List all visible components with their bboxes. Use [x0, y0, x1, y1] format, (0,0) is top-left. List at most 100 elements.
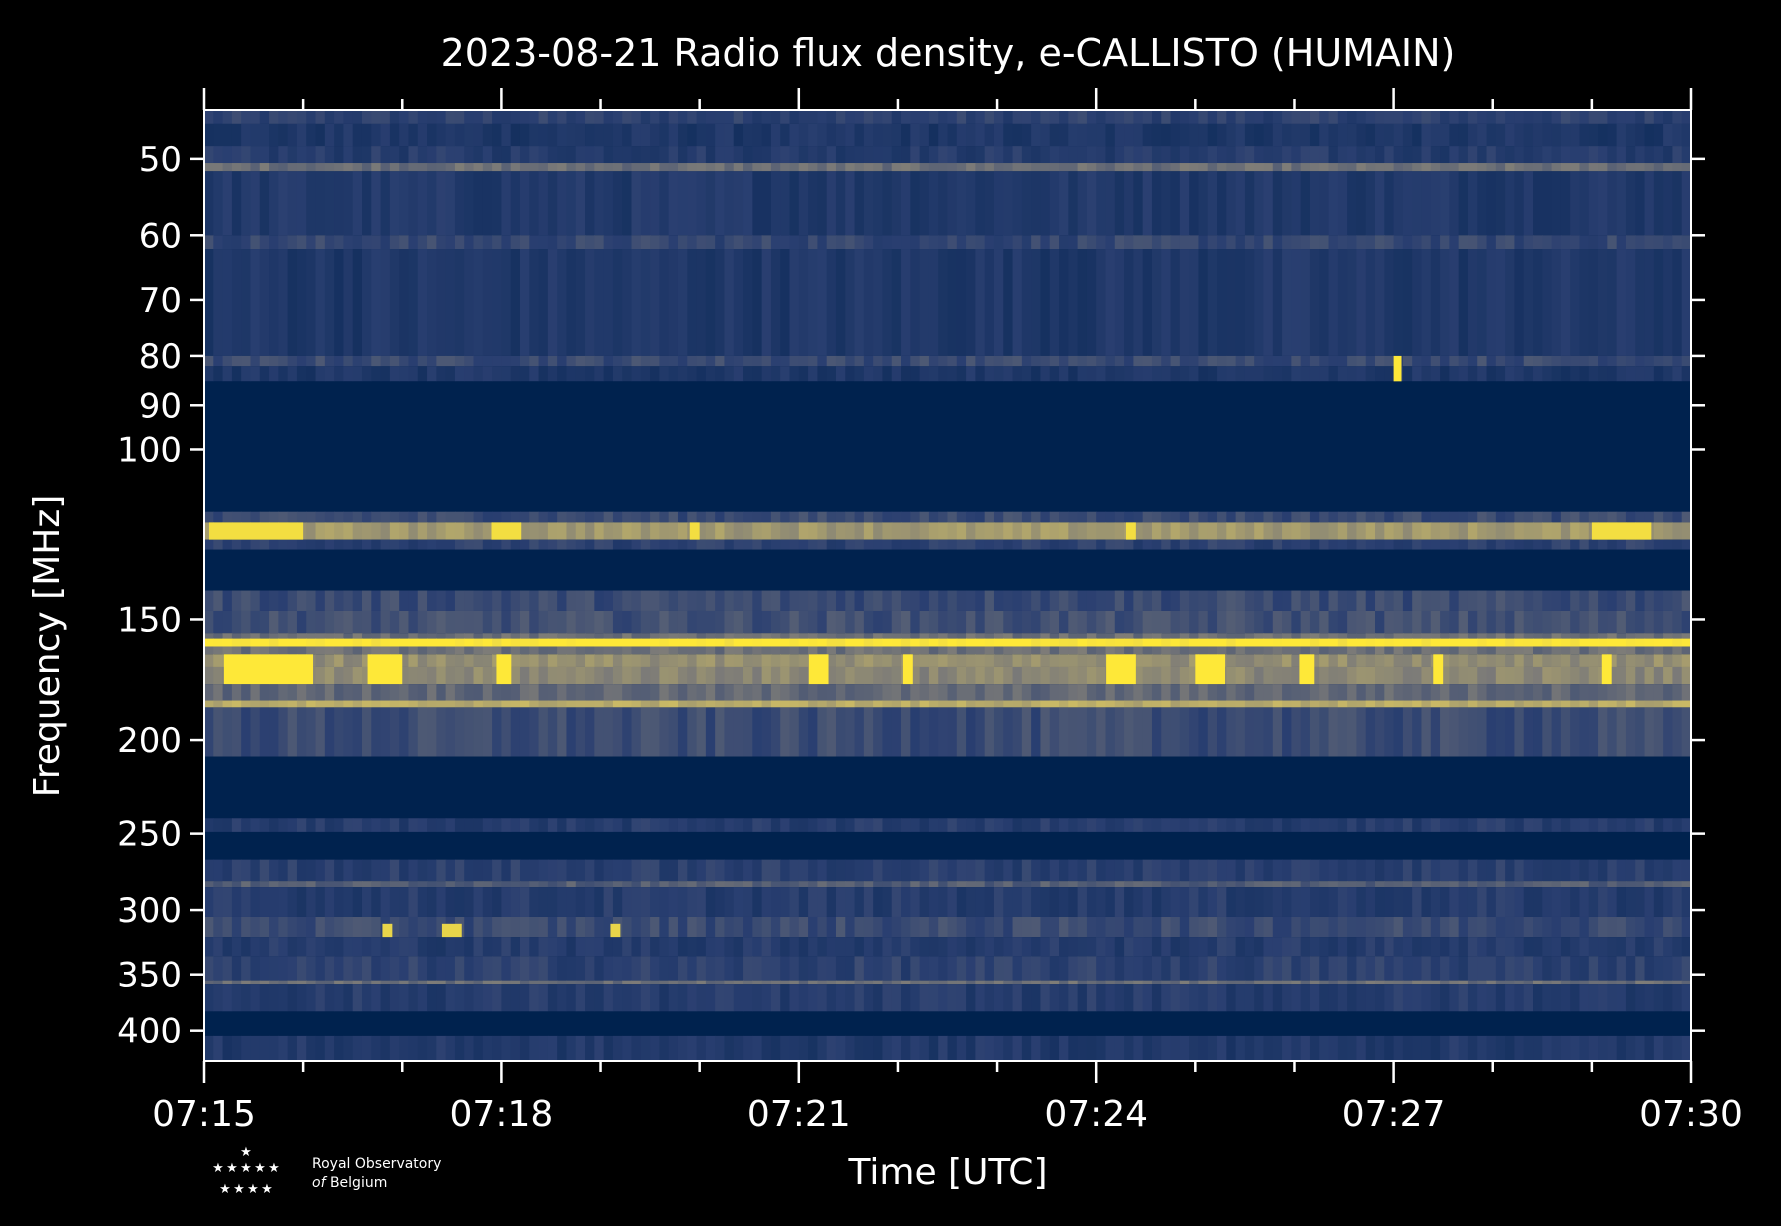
- band-cell: [947, 646, 958, 655]
- band-cell: [1059, 818, 1069, 832]
- band-cell: [1542, 887, 1553, 917]
- band-cell: [1533, 859, 1543, 882]
- band-cell: [1244, 916, 1255, 938]
- band-cell: [631, 163, 642, 172]
- band-cell: [1533, 522, 1543, 540]
- band-cell: [1068, 110, 1079, 124]
- band-cell: [1198, 646, 1209, 655]
- band-cell: [1207, 235, 1218, 250]
- band-cell: [1235, 700, 1246, 708]
- band-cell: [334, 355, 345, 367]
- band-cell: [808, 355, 818, 367]
- band-cell: [919, 171, 930, 236]
- band-cell: [1495, 366, 1506, 382]
- band-cell: [631, 638, 642, 647]
- band-cell: [519, 235, 530, 250]
- band-cell: [1272, 700, 1283, 708]
- band-cell: [575, 590, 586, 611]
- band-cell: [1309, 249, 1320, 356]
- band-cell: [752, 984, 763, 1012]
- band-cell: [1254, 171, 1265, 236]
- band-cell: [947, 818, 958, 832]
- band-cell: [1124, 163, 1134, 172]
- band-cell: [975, 539, 986, 550]
- band-cell: [585, 355, 595, 367]
- frequency-band: [204, 684, 1692, 701]
- band-cell: [1551, 638, 1562, 647]
- band-cell: [1124, 590, 1134, 611]
- band-cell: [259, 249, 270, 356]
- band-cell: [1644, 916, 1655, 938]
- band-cell: [269, 707, 279, 757]
- band-cell: [612, 980, 623, 985]
- band-cell: [1179, 700, 1190, 708]
- band-cell: [1356, 684, 1367, 701]
- band-cell: [529, 881, 540, 888]
- band-cell: [1309, 984, 1320, 1012]
- band-cell: [436, 859, 447, 882]
- band-cell: [770, 666, 781, 685]
- band-cell: [1588, 707, 1599, 757]
- band-cell: [873, 980, 884, 985]
- band-cell: [1068, 980, 1079, 985]
- band-cell: [724, 666, 735, 685]
- band-cell: [427, 654, 437, 667]
- band-cell: [547, 522, 558, 540]
- band-cell: [928, 984, 939, 1012]
- band-cell: [1059, 887, 1069, 917]
- band-cell: [808, 646, 818, 655]
- band-cell: [231, 163, 242, 172]
- band-cell: [947, 610, 958, 634]
- band-cell: [315, 522, 326, 540]
- band-cell: [538, 110, 549, 124]
- band-cell: [1059, 539, 1069, 550]
- band-cell: [352, 633, 363, 639]
- band-cell: [1375, 633, 1385, 639]
- band-cell: [389, 366, 400, 382]
- band-cell: [1096, 638, 1107, 647]
- band-cell: [947, 163, 958, 172]
- band-cell: [1040, 539, 1051, 550]
- band-cell: [956, 666, 967, 685]
- band-cell: [696, 684, 707, 701]
- band-cell: [1533, 654, 1543, 667]
- band-cell: [1291, 633, 1302, 639]
- band-cell: [343, 633, 354, 639]
- band-cell: [1533, 235, 1543, 250]
- band-cell: [956, 249, 967, 356]
- band-cell: [259, 638, 270, 647]
- band-cell: [696, 646, 707, 655]
- band-cell: [529, 590, 540, 611]
- band-cell: [1653, 859, 1664, 882]
- band-cell: [380, 646, 391, 655]
- band-cell: [631, 249, 642, 356]
- band-cell: [640, 633, 651, 639]
- band-cell: [798, 646, 809, 655]
- band-cell: [975, 633, 986, 639]
- band-cell: [399, 355, 410, 367]
- band-cell: [845, 956, 856, 981]
- band-cell: [1337, 590, 1348, 611]
- band-cell: [417, 818, 428, 832]
- band-cell: [269, 700, 279, 708]
- band-cell: [910, 633, 921, 639]
- band-cell: [1551, 110, 1562, 124]
- band-cell: [1068, 881, 1079, 888]
- band-cell: [1430, 235, 1441, 250]
- band-cell: [1467, 146, 1478, 164]
- band-cell: [1440, 956, 1450, 981]
- band-cell: [222, 818, 233, 832]
- band-cell: [389, 539, 400, 550]
- band-cell: [966, 638, 976, 647]
- band-cell: [1114, 539, 1125, 550]
- band-cell: [770, 916, 781, 938]
- band-cell: [1170, 146, 1181, 164]
- band-cell: [473, 355, 484, 367]
- band-cell: [1337, 700, 1348, 708]
- band-cell: [575, 956, 586, 981]
- band-cell: [659, 146, 670, 164]
- band-cell: [427, 980, 437, 985]
- band-cell: [557, 163, 568, 172]
- band-cell: [780, 654, 791, 667]
- band-cell: [910, 511, 921, 523]
